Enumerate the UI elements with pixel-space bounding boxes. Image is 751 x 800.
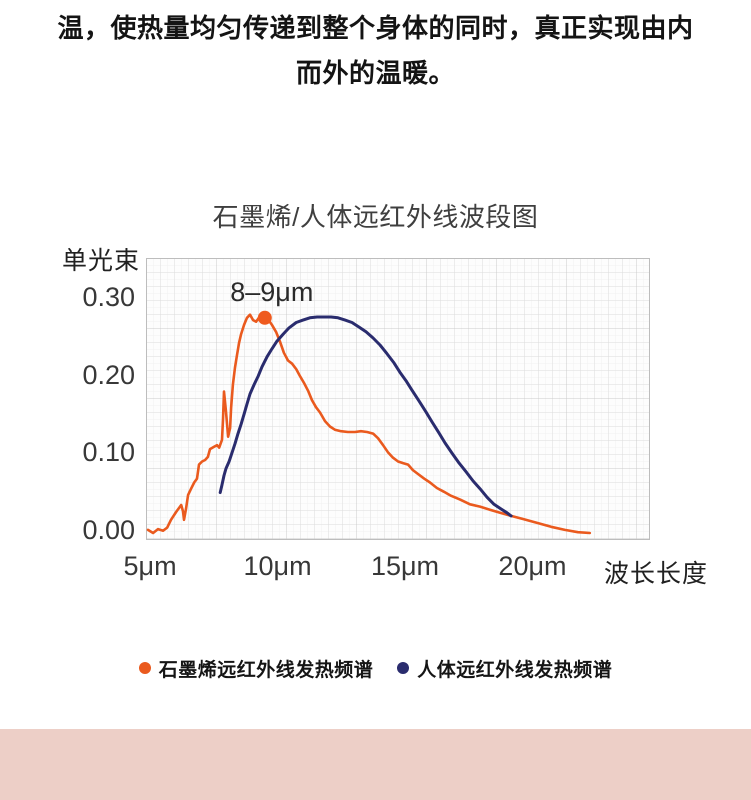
y-tick-label: 0.30	[82, 281, 135, 312]
graphene-spectrum-curve	[146, 313, 592, 535]
y-tick-label: 0.20	[82, 359, 135, 390]
chart-canvas	[146, 258, 650, 540]
legend-label: 人体远红外线发热频谱	[417, 659, 613, 681]
legend-label: 石墨烯远红外线发热频谱	[158, 659, 374, 681]
chart-legend: 石墨烯远红外线发热频谱 人体远红外线发热频谱	[0, 655, 751, 681]
intro-line-2: 而外的温暖。	[295, 58, 455, 88]
legend-item: 石墨烯远红外线发热频谱	[138, 655, 374, 682]
x-tick-label: 20μm	[498, 551, 567, 581]
chart-title: 石墨烯/人体远红外线波段图	[212, 202, 539, 232]
y-tick-label: 0.10	[82, 437, 135, 468]
peak-marker-dot	[257, 310, 272, 325]
legend-dot-icon	[397, 662, 410, 674]
peak-annotation: 8–9μm	[230, 276, 314, 307]
grid-major-lines	[146, 258, 650, 540]
x-tick-label: 5μm	[123, 551, 177, 581]
x-tick-label: 10μm	[243, 551, 312, 581]
intro-line-1: 温，使热量均匀传递到整个身体的同时，真正实现由内	[57, 13, 694, 43]
y-tick-label: 0.00	[82, 514, 135, 545]
footer-band	[0, 729, 751, 800]
legend-item: 人体远红外线发热频谱	[397, 655, 612, 682]
legend-dot-icon	[138, 662, 151, 674]
intro-text: 温，使热量均匀传递到整个身体的同时，真正实现由内 而外的温暖。	[0, 6, 751, 96]
human-body-spectrum-curve	[218, 315, 513, 518]
plot-area	[146, 258, 650, 540]
x-tick-label: 15μm	[370, 551, 440, 581]
plot-border	[146, 258, 650, 540]
y-axis-label: 单光束	[62, 247, 141, 275]
x-axis-label: 波长长度	[604, 560, 709, 588]
